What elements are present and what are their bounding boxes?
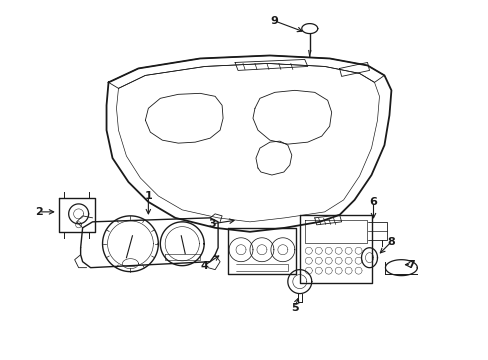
Text: 3: 3 <box>208 219 216 229</box>
Text: 6: 6 <box>369 197 377 207</box>
Text: 9: 9 <box>269 15 277 26</box>
Text: 4: 4 <box>200 261 208 271</box>
Text: 1: 1 <box>144 191 152 201</box>
Text: 2: 2 <box>35 207 42 217</box>
Text: 7: 7 <box>407 260 414 270</box>
Text: 8: 8 <box>387 237 394 247</box>
Text: 5: 5 <box>290 302 298 312</box>
